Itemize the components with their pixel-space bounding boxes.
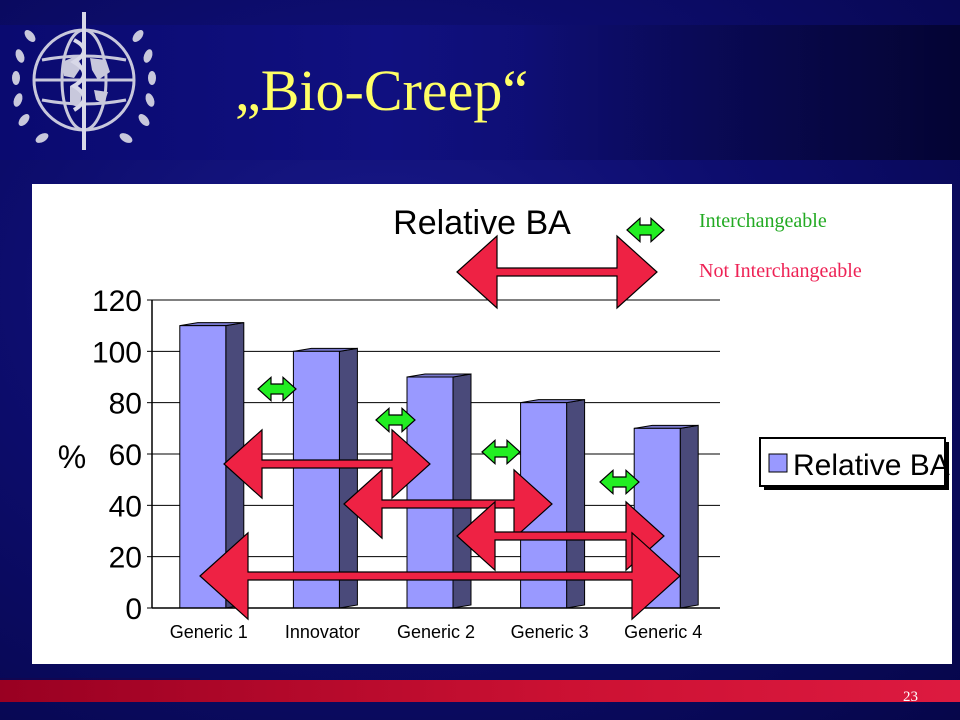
not-interchangeable-arrow-icon (199, 531, 681, 621)
legend-series-label: Relative BA (793, 449, 950, 482)
interchangeable-arrow-icon (375, 406, 416, 434)
who-emblem-icon (12, 12, 156, 150)
x-tick-labels: Generic 1 Innovator Generic 2 Generic 3 Gene… (170, 622, 702, 642)
not-interchangeable-arrow-icon (456, 500, 665, 572)
not-interchangeable-arrow-icon (456, 234, 658, 310)
comparison-arrows (199, 216, 681, 621)
y-tick-label: 120 (92, 285, 142, 318)
bar-2 (292, 347, 358, 609)
y-tick-label: 0 (125, 593, 142, 626)
y-tick-label: 100 (92, 336, 142, 369)
chart-title: Relative BA (393, 204, 571, 242)
slide-title: „Bio-Creep“ (235, 58, 529, 123)
interchangeable-arrow-icon (481, 438, 521, 466)
not-interchangeable-label: Not Interchangeable (699, 260, 862, 282)
chart-panel: 0 20 40 60 80 100 120 Generic 1 Innovator Generi… (32, 184, 952, 664)
interchangeable-arrow-icon (599, 468, 640, 496)
y-tick-label: 60 (109, 439, 142, 472)
x-tick-label: Generic 3 (511, 622, 589, 642)
x-tick-label: Generic 4 (624, 622, 702, 642)
bar-3 (406, 373, 472, 609)
y-tick-labels: 0 20 40 60 80 100 120 (92, 285, 142, 626)
interchangeable-arrow-icon (626, 216, 665, 244)
footer-band (0, 680, 960, 702)
page-number: 23 (903, 689, 918, 705)
not-interchangeable-arrow-icon (343, 468, 553, 540)
y-tick-label: 40 (109, 490, 142, 523)
y-axis-label: % (58, 439, 86, 475)
y-tick-label: 20 (109, 542, 142, 575)
x-tick-label: Generic 1 (170, 622, 248, 642)
interchangeable-arrow-icon (257, 375, 297, 403)
x-tick-label: Innovator (285, 622, 360, 642)
chart-legend: Relative BA (759, 437, 950, 490)
x-tick-label: Generic 2 (397, 622, 475, 642)
y-tick-label: 80 (109, 388, 142, 421)
legend-swatch (768, 453, 788, 473)
interchangeable-label: Interchangeable (699, 210, 827, 232)
not-interchangeable-arrow-icon (223, 428, 431, 500)
header-band-shade (520, 25, 960, 160)
